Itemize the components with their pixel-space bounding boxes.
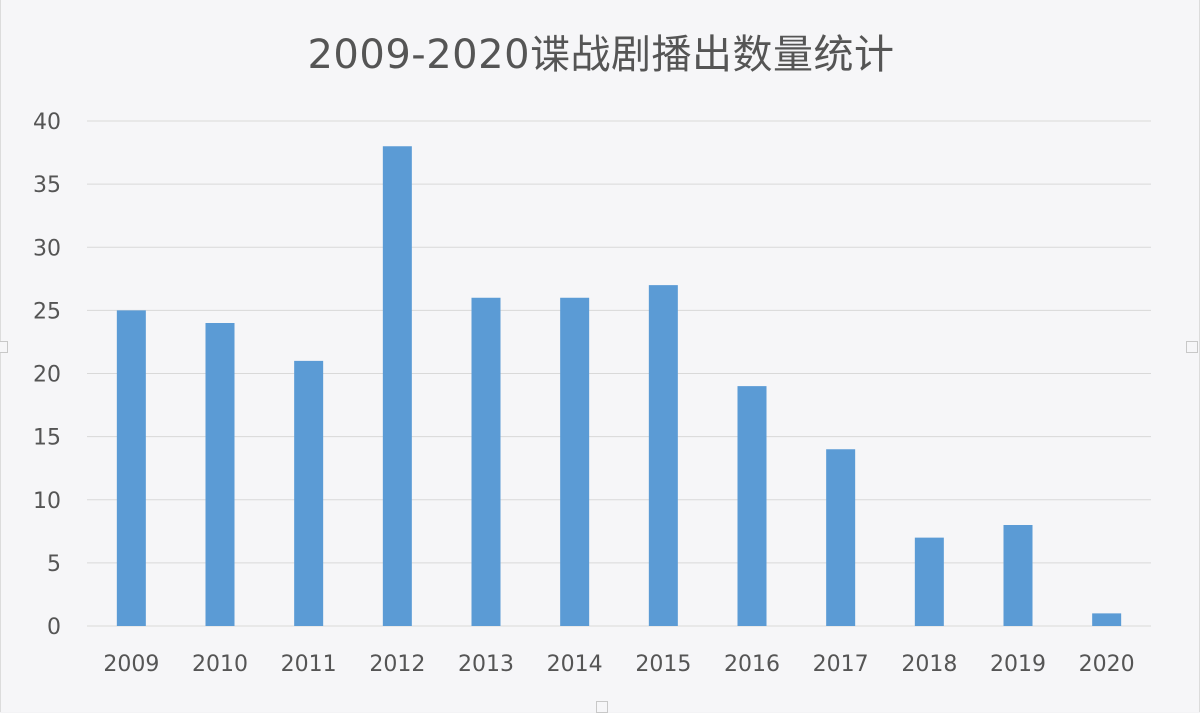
y-tick-label: 25 [33,299,61,324]
bar-2013[interactable] [471,297,501,626]
x-tick-label: 2017 [813,652,869,677]
y-tick-label: 15 [33,426,61,451]
y-tick-label: 5 [47,552,61,577]
y-tick-label: 35 [33,173,61,198]
bar-2020[interactable] [1092,613,1122,626]
bar-2018[interactable] [914,537,944,626]
x-tick-label: 2014 [547,652,603,677]
x-tick-label: 2012 [369,652,425,677]
bar-2011[interactable] [294,360,324,626]
x-tick-label: 2010 [192,652,248,677]
bar-2017[interactable] [826,449,856,626]
bar-2019[interactable] [1003,525,1033,626]
x-tick-label: 2009 [103,652,159,677]
y-tick-label: 40 [33,110,61,135]
bar-2009[interactable] [116,310,146,626]
x-tick-label: 2018 [901,652,957,677]
bar-2010[interactable] [205,323,235,626]
resize-handle-left[interactable] [0,341,8,353]
x-tick-label: 2013 [458,652,514,677]
x-tick-label: 2020 [1079,652,1135,677]
chart-title: 2009-2020谍战剧播出数量统计 [307,32,895,78]
x-tick-label: 2011 [281,652,337,677]
y-tick-label: 20 [33,363,61,388]
resize-handle-right[interactable] [1186,341,1198,353]
x-tick-label: 2015 [635,652,691,677]
x-tick-label: 2019 [990,652,1046,677]
y-tick-label: 0 [47,615,61,640]
y-tick-label: 30 [33,236,61,261]
bar-2016[interactable] [737,386,767,626]
bar-2015[interactable] [648,285,678,626]
y-tick-label: 10 [33,489,61,514]
resize-handle-bottom[interactable] [596,701,608,713]
bar-2014[interactable] [560,297,590,626]
x-tick-label: 2016 [724,652,780,677]
bar-2012[interactable] [382,146,412,626]
